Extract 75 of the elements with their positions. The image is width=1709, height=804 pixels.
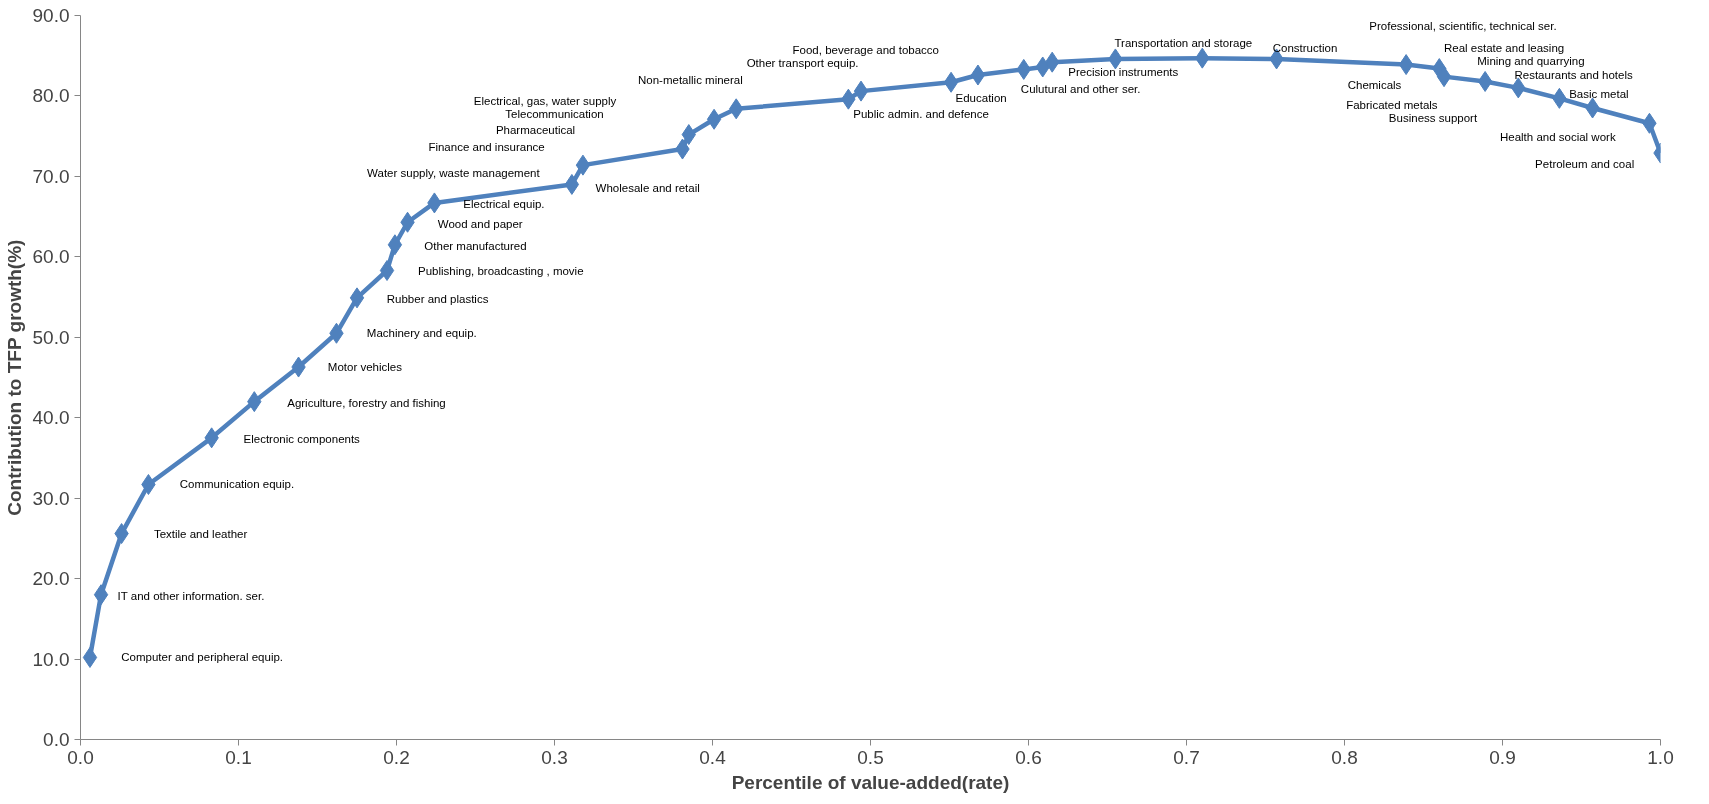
annotation: Chemicals <box>1347 79 1402 92</box>
annotation: Construction <box>1272 41 1338 54</box>
y-tick-label: 70.0 <box>32 165 70 187</box>
annotation: Communication equip. <box>179 478 295 491</box>
annotation: IT and other information. ser. <box>117 589 265 602</box>
x-tick-label: 0.6 <box>1015 746 1042 768</box>
point <box>349 287 365 309</box>
annotation: Telecommunication <box>505 108 604 121</box>
point <box>387 234 403 256</box>
annotation: Motor vehicles <box>327 361 403 374</box>
annotation: Precision instruments <box>1068 65 1179 78</box>
y-tick-label: 60.0 <box>32 246 70 268</box>
annotation: Wood and paper <box>437 217 523 230</box>
point <box>943 71 959 93</box>
x-tick-label: 0.9 <box>1489 746 1516 768</box>
y-tick-label: 20.0 <box>32 568 70 590</box>
annotation: Health and social work <box>1499 130 1616 143</box>
annotation: Culutural and other ser. <box>1020 82 1141 95</box>
x-tick-label: 0.3 <box>541 746 568 768</box>
y-tick-label: 50.0 <box>32 326 70 348</box>
annotation: Professional, scientific, technical ser. <box>1369 19 1557 32</box>
annotation: Water supply, waste management <box>367 167 541 180</box>
x-tick-label: 0.0 <box>67 746 94 768</box>
y-tick-label: 30.0 <box>32 487 70 509</box>
annotation: Agriculture, forestry and fishing <box>287 397 446 410</box>
annotation: Computer and peripheral equip. <box>121 651 284 664</box>
x-tick-label: 0.5 <box>857 746 884 768</box>
annotation: Transportation and storage <box>1114 36 1253 49</box>
point <box>853 80 869 102</box>
annotation: Non-metallic mineral <box>637 73 743 86</box>
point <box>379 260 395 282</box>
annotation: Electrical equip. <box>463 197 545 210</box>
x-tick-label: 0.1 <box>225 746 252 768</box>
point <box>706 108 722 130</box>
annotation: Rubber and plastics <box>386 292 489 305</box>
x-tick-label: 0.4 <box>699 746 727 768</box>
annotation: Pharmaceutical <box>495 123 576 136</box>
annotation: Education <box>955 91 1007 104</box>
annotation: Electrical, gas, water supply <box>473 94 617 107</box>
annotation: Electronic components <box>243 432 361 445</box>
y-tick-label: 0.0 <box>43 729 70 750</box>
point <box>564 173 580 195</box>
annotation: Machinery and equip. <box>366 327 477 340</box>
point <box>1398 54 1414 76</box>
x-tick-label: 0.8 <box>1331 746 1358 768</box>
annotation: Public admin. and defence <box>853 107 989 120</box>
y-tick-label: 10.0 <box>32 648 70 670</box>
annotation: Finance and insurance <box>428 141 545 154</box>
point <box>82 646 98 668</box>
annotation: Other manufactured <box>424 240 527 253</box>
point <box>970 64 986 86</box>
annotation: Other transport equip. <box>746 56 859 69</box>
y-axis-title: Contribution to TFP growth(%) <box>3 239 25 516</box>
x-tick-label: 1.0 <box>1647 746 1674 768</box>
annotation: Petroleum and coal <box>1535 157 1635 170</box>
x-axis-title: Percentile of value-added(rate) <box>731 771 1010 793</box>
y-tick-label: 90.0 <box>32 5 70 26</box>
point <box>1477 70 1493 92</box>
annotation: Fabricated metals <box>1346 98 1438 111</box>
point <box>575 154 591 176</box>
y-tick-label: 80.0 <box>32 85 70 107</box>
point <box>1436 66 1452 88</box>
x-tick-label: 0.7 <box>1173 746 1200 768</box>
annotation: Wholesale and retail <box>595 182 700 195</box>
x-tick-label: 0.2 <box>383 746 410 768</box>
point <box>93 584 109 606</box>
annotation: Restaurants and hotels <box>1514 69 1633 82</box>
annotation: Mining and quarrying <box>1477 55 1585 68</box>
annotation: Real estate and leasing <box>1443 42 1565 55</box>
annotation: Food, beverage and tobacco <box>792 44 939 57</box>
annotation: Textile and leather <box>153 527 248 540</box>
y-tick-label: 40.0 <box>32 407 70 429</box>
annotation: Business support <box>1388 112 1478 125</box>
annotation: Basic metal <box>1569 88 1629 101</box>
annotation: Publishing, broadcasting , movie <box>418 265 584 278</box>
